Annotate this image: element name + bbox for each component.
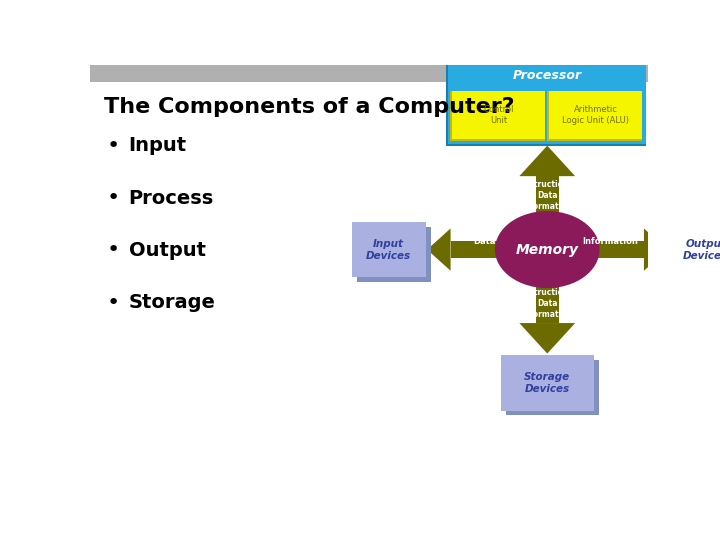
Polygon shape bbox=[644, 228, 667, 271]
Text: Storage: Storage bbox=[129, 293, 215, 312]
FancyBboxPatch shape bbox=[352, 222, 426, 278]
Text: •: • bbox=[107, 136, 120, 156]
Bar bbox=[451, 241, 547, 259]
Text: Control
Unit: Control Unit bbox=[484, 105, 514, 125]
Text: Output
Devices: Output Devices bbox=[683, 239, 720, 261]
Bar bbox=[536, 176, 559, 249]
Polygon shape bbox=[519, 323, 575, 354]
FancyBboxPatch shape bbox=[451, 91, 545, 141]
Polygon shape bbox=[506, 360, 599, 415]
FancyBboxPatch shape bbox=[500, 355, 594, 410]
Bar bbox=[536, 249, 559, 323]
Bar bbox=[90, 65, 648, 82]
Text: Processor: Processor bbox=[513, 69, 582, 82]
Text: Data: Data bbox=[474, 238, 496, 246]
Polygon shape bbox=[427, 228, 451, 271]
Bar bbox=[547, 241, 644, 259]
FancyBboxPatch shape bbox=[449, 63, 646, 144]
Polygon shape bbox=[357, 226, 431, 282]
Polygon shape bbox=[675, 226, 720, 282]
Text: Arithmetic
Logic Unit (ALU): Arithmetic Logic Unit (ALU) bbox=[562, 105, 629, 125]
Text: The Components of a Computer?: The Components of a Computer? bbox=[104, 97, 515, 117]
FancyBboxPatch shape bbox=[547, 91, 642, 141]
Text: •: • bbox=[107, 188, 120, 208]
Text: Information: Information bbox=[582, 238, 638, 246]
Text: Instructions
Data
Information: Instructions Data Information bbox=[521, 180, 573, 211]
Text: Input
Devices: Input Devices bbox=[366, 239, 411, 261]
FancyBboxPatch shape bbox=[446, 63, 646, 146]
FancyBboxPatch shape bbox=[669, 222, 720, 278]
Text: Instructions
Data
Information: Instructions Data Information bbox=[521, 288, 573, 319]
Text: Input: Input bbox=[129, 136, 187, 155]
FancyBboxPatch shape bbox=[452, 91, 545, 139]
Polygon shape bbox=[519, 146, 575, 176]
FancyBboxPatch shape bbox=[549, 91, 642, 139]
Text: •: • bbox=[107, 293, 120, 313]
Text: Storage
Devices: Storage Devices bbox=[524, 372, 570, 394]
Text: •: • bbox=[107, 240, 120, 260]
Text: Process: Process bbox=[129, 188, 214, 207]
Text: Memory: Memory bbox=[516, 242, 579, 256]
Text: Output: Output bbox=[129, 241, 206, 260]
Ellipse shape bbox=[495, 211, 600, 288]
